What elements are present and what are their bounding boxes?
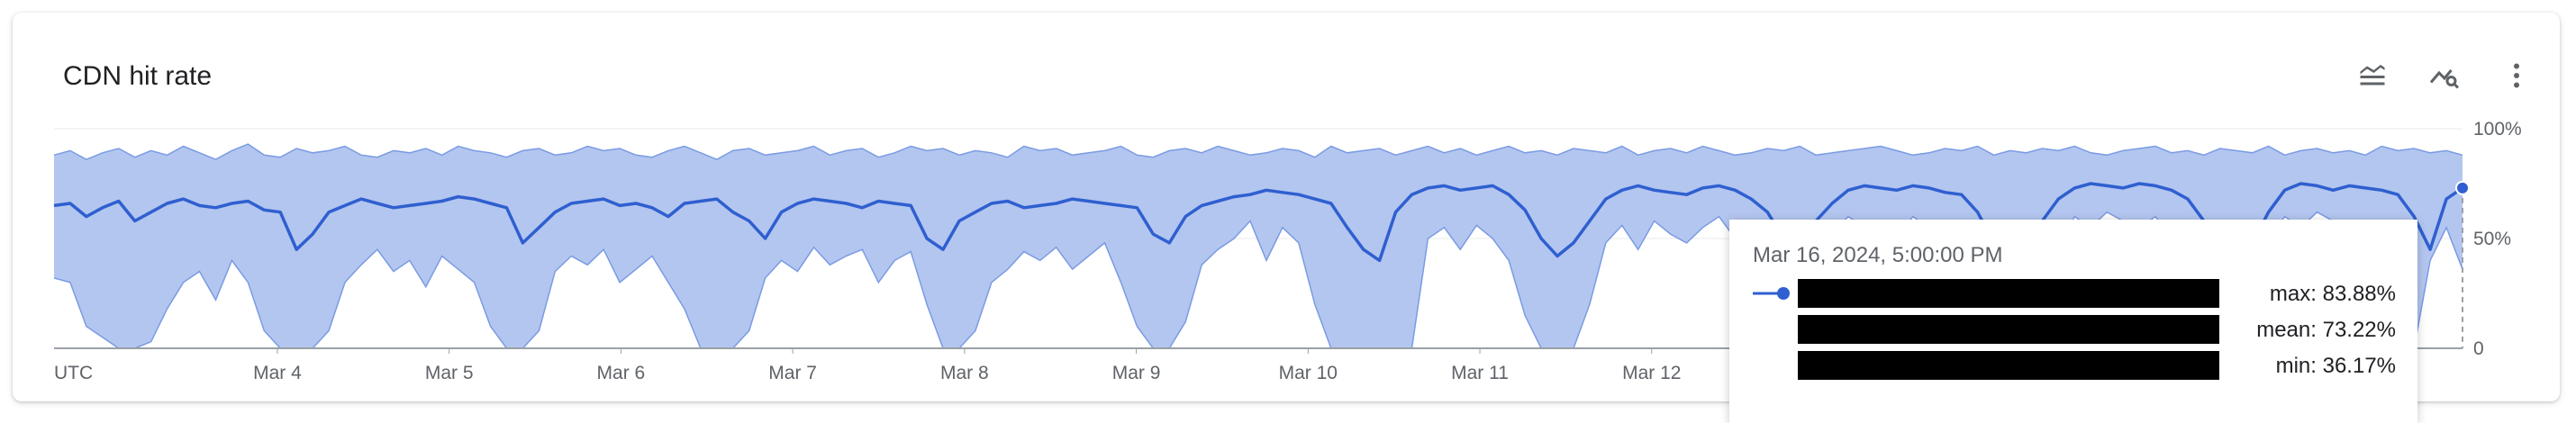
more-vert-icon[interactable]	[2497, 56, 2536, 95]
y-tick-label: 100%	[2473, 119, 2522, 140]
legend-toggle-icon[interactable]	[2353, 56, 2392, 95]
tooltip-max-value: max: 83.88%	[2269, 282, 2396, 306]
y-tick-label: 0	[2473, 338, 2484, 359]
redacted-series-name	[1798, 315, 2219, 344]
tooltip-row-max: max: 83.88%	[1729, 279, 2417, 308]
x-tick-label: Mar 10	[1279, 363, 1338, 383]
hover-point	[2455, 180, 2470, 195]
min-max-band	[54, 144, 2463, 348]
tooltip-row-min: min: 36.17%	[1729, 351, 2417, 380]
x-axis-timezone-label: UTC	[54, 363, 93, 383]
redacted-series-name	[1798, 279, 2219, 308]
hover-tooltip: Mar 16, 2024, 5:00:00 PM max: 83.88% mea…	[1729, 220, 2417, 423]
series-line-icon	[1753, 287, 1790, 300]
legend-toggle-icon-svg	[2360, 65, 2385, 86]
explore-query-icon-svg	[2429, 69, 2460, 89]
tooltip-mean-value: mean: 73.22%	[2256, 318, 2396, 342]
explore-query-icon[interactable]	[2425, 56, 2464, 95]
x-tick-label: Mar 6	[597, 363, 646, 383]
x-tick-label: Mar 4	[253, 363, 302, 383]
series-max-line	[53, 143, 2463, 161]
x-tick-label: Mar 11	[1451, 363, 1509, 383]
x-tick-label: Mar 12	[1622, 363, 1681, 383]
series-mean-line	[53, 182, 2463, 263]
x-tick-label: Mar 9	[1112, 363, 1161, 383]
chart-title: CDN hit rate	[63, 61, 213, 91]
more-vert-icon-svg	[2514, 63, 2519, 88]
x-tick-label: Mar 8	[940, 363, 989, 383]
redacted-series-name	[1798, 351, 2219, 380]
x-tick-label: Mar 7	[768, 363, 817, 383]
tooltip-timestamp: Mar 16, 2024, 5:00:00 PM	[1753, 243, 2003, 267]
tooltip-row-mean: mean: 73.22%	[1729, 315, 2417, 344]
tooltip-min-value: min: 36.17%	[2275, 354, 2396, 378]
y-tick-label: 50%	[2473, 229, 2511, 249]
x-tick-label: Mar 5	[425, 363, 474, 383]
